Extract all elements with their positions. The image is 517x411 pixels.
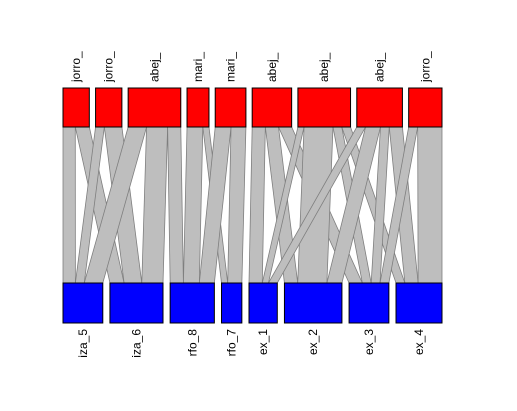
bottom-node-box xyxy=(170,283,214,323)
links-layer xyxy=(63,127,442,283)
bottom-node-label: iza_5 xyxy=(76,329,90,358)
top-node-box xyxy=(215,88,246,127)
bottom-node-label: ex_1 xyxy=(256,329,270,355)
top-node-box xyxy=(357,88,403,127)
bottom-node-box xyxy=(349,283,389,323)
top-node-label: abej_ xyxy=(373,52,387,82)
top-node-box xyxy=(128,88,181,127)
top-node-label: mari_ xyxy=(224,52,238,82)
bottom-node-box xyxy=(222,283,242,323)
bottom-node-label: ex_3 xyxy=(362,329,376,355)
top-node-label: jorro_ xyxy=(418,51,432,83)
bottom-node-label: rfo_7 xyxy=(225,329,239,357)
top-node-box xyxy=(298,88,351,127)
top-node-label: jorro_ xyxy=(69,51,83,83)
top-node-box xyxy=(63,88,89,127)
bottom-node-box xyxy=(396,283,442,323)
link-band xyxy=(228,127,246,283)
bottom-node-box xyxy=(284,283,341,323)
bottom-nodes-layer: iza_5 iza_6 rfo_8 rfo_7 ex_1 ex_2 ex_3 ex_4 xyxy=(63,283,442,358)
top-node-label: abej_ xyxy=(317,52,331,82)
link-band xyxy=(199,127,231,283)
top-node-box xyxy=(96,88,122,127)
top-node-label: mari_ xyxy=(191,52,205,82)
bottom-node-box xyxy=(110,283,163,323)
top-nodes-layer: jorro_ jorro_ abej_ mari_ mari_ abej_ abej_ abe… xyxy=(63,51,442,127)
link-band xyxy=(418,127,442,283)
top-node-label: abej_ xyxy=(265,52,279,82)
top-node-box xyxy=(187,88,209,127)
bottom-node-label: iza_6 xyxy=(129,329,143,358)
top-node-box xyxy=(252,88,291,127)
bottom-node-box xyxy=(249,283,277,323)
link-band xyxy=(142,127,168,283)
top-node-label: abej_ xyxy=(147,52,161,82)
top-node-label: jorro_ xyxy=(102,51,116,83)
link-band xyxy=(249,127,265,283)
link-band xyxy=(183,127,202,283)
bottom-node-label: rfo_8 xyxy=(185,329,199,357)
link-band xyxy=(168,127,184,283)
bottom-node-box xyxy=(63,283,103,323)
bottom-node-label: ex_4 xyxy=(412,329,426,355)
link-band xyxy=(63,127,75,283)
bottom-node-label: ex_2 xyxy=(306,329,320,355)
top-node-box xyxy=(409,88,442,127)
